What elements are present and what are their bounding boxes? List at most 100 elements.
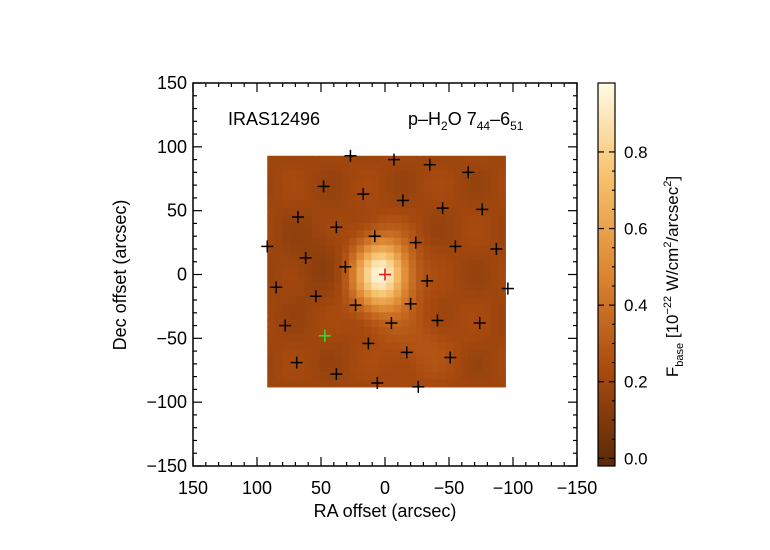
map-cell — [483, 237, 492, 246]
map-cell — [304, 289, 313, 298]
map-cell — [274, 289, 283, 298]
map-cell — [371, 170, 380, 179]
map-cell — [483, 282, 492, 291]
map-cell — [416, 282, 425, 291]
map-cell — [378, 267, 387, 276]
map-cell — [460, 342, 469, 351]
map-cell — [341, 170, 350, 179]
map-cell — [349, 349, 358, 358]
map-cell — [349, 237, 358, 246]
map-cell — [319, 327, 328, 336]
map-cell — [378, 289, 387, 298]
map-cell — [267, 334, 276, 343]
map-cell — [319, 252, 328, 261]
map-cell — [297, 200, 306, 209]
map-cell — [282, 193, 291, 202]
map-cell — [378, 357, 387, 366]
map-cell — [356, 342, 365, 351]
map-cell — [282, 185, 291, 194]
map-cell — [326, 155, 335, 164]
map-cell — [430, 379, 439, 388]
map-cell — [497, 342, 506, 351]
map-cell — [416, 178, 425, 187]
map-cell — [282, 155, 291, 164]
map-cell — [460, 297, 469, 306]
map-cell — [267, 237, 276, 246]
map-cell — [438, 185, 447, 194]
map-cell — [297, 252, 306, 261]
map-cell — [356, 379, 365, 388]
map-cell — [326, 312, 335, 321]
source-name: IRAS12496 — [228, 109, 320, 129]
map-cell — [319, 222, 328, 231]
x-tick-label: 100 — [242, 478, 272, 498]
map-cell — [326, 357, 335, 366]
map-cell — [460, 371, 469, 380]
map-cell — [468, 230, 477, 239]
map-cell — [408, 379, 417, 388]
map-cell — [445, 342, 454, 351]
map-cell — [453, 200, 462, 209]
map-cell — [386, 349, 395, 358]
map-cell — [475, 222, 484, 231]
map-cell — [304, 260, 313, 269]
map-cell — [304, 364, 313, 373]
map-cell — [468, 275, 477, 284]
map-cell — [356, 193, 365, 202]
spaxel-marker — [330, 221, 343, 234]
map-cell — [274, 304, 283, 313]
map-cell — [289, 364, 298, 373]
map-cell — [304, 245, 313, 254]
map-cell — [311, 155, 320, 164]
map-cell — [371, 185, 380, 194]
map-cell — [386, 379, 395, 388]
spaxel-marker — [299, 251, 312, 264]
map-cell — [326, 163, 335, 172]
map-cell — [401, 260, 410, 269]
map-cell — [460, 200, 469, 209]
spaxel-marker — [330, 368, 343, 381]
map-cell — [341, 215, 350, 224]
map-cell — [378, 215, 387, 224]
map-cell — [408, 215, 417, 224]
map-cell — [334, 379, 343, 388]
map-cell — [416, 297, 425, 306]
map-cell — [371, 342, 380, 351]
map-cell — [363, 304, 372, 313]
map-cell — [363, 312, 372, 321]
map-cell — [311, 349, 320, 358]
map-cell — [468, 371, 477, 380]
map-cell — [356, 282, 365, 291]
map-cell — [401, 252, 410, 261]
map-cell — [274, 163, 283, 172]
map-cell — [371, 349, 380, 358]
y-tick — [193, 273, 577, 327]
map-cell — [393, 222, 402, 231]
map-cell — [438, 267, 447, 276]
map-cell — [475, 230, 484, 239]
map-cell — [497, 297, 506, 306]
map-cell — [445, 163, 454, 172]
map-cell — [430, 357, 439, 366]
map-cell — [297, 342, 306, 351]
map-cell — [460, 319, 469, 328]
map-cell — [490, 193, 499, 202]
map-cell — [423, 289, 432, 298]
map-cell — [341, 185, 350, 194]
map-cell — [371, 267, 380, 276]
map-cell — [490, 371, 499, 380]
map-cell — [401, 215, 410, 224]
map-cell — [274, 327, 283, 336]
map-cell — [483, 364, 492, 373]
map-cell — [408, 275, 417, 284]
map-cell — [453, 178, 462, 187]
map-cell — [445, 304, 454, 313]
map-cell — [267, 200, 276, 209]
map-cell — [438, 222, 447, 231]
spaxel-marker — [412, 380, 425, 393]
map-cell — [468, 193, 477, 202]
map-cell — [326, 185, 335, 194]
x-tick — [384, 83, 437, 466]
map-cell — [378, 163, 387, 172]
map-cell — [371, 319, 380, 328]
